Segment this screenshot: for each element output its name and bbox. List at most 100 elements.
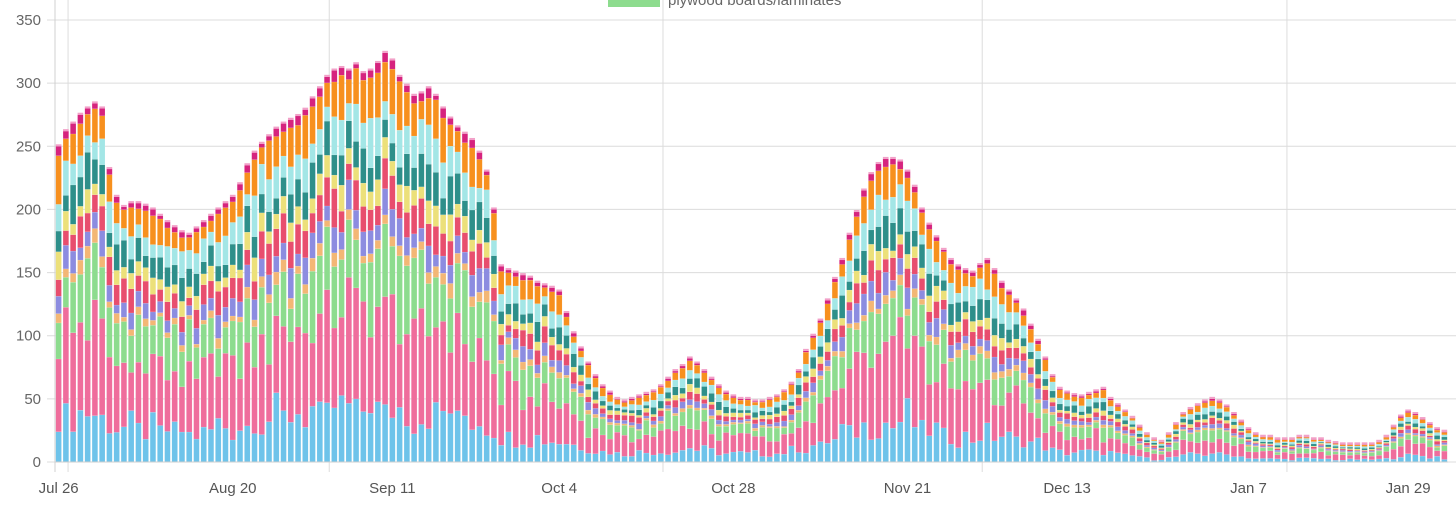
bar-segment-magenta[interactable] bbox=[403, 85, 410, 93]
bar-segment-pink[interactable] bbox=[875, 353, 882, 439]
bar-segment-violet[interactable] bbox=[324, 205, 331, 221]
bar-segment-cyan_light[interactable] bbox=[505, 285, 512, 304]
bar-segment-orange_light[interactable] bbox=[1027, 382, 1034, 388]
bar-segment-yellow[interactable] bbox=[258, 212, 265, 232]
bar-segment-magenta[interactable] bbox=[977, 264, 984, 268]
bar-segment-green[interactable] bbox=[77, 274, 84, 323]
bar-segment-violet[interactable] bbox=[853, 303, 860, 323]
bar-segment-yellow[interactable] bbox=[55, 251, 62, 280]
bar-segment-yellow[interactable] bbox=[1136, 436, 1143, 439]
bar-segment-magenta[interactable] bbox=[744, 398, 751, 401]
bar-segment-orange_light[interactable] bbox=[425, 272, 432, 284]
bar-segment-sky[interactable] bbox=[737, 451, 744, 463]
bar-segment-violet[interactable] bbox=[1289, 448, 1295, 451]
bar-segment-pink[interactable] bbox=[1006, 392, 1013, 432]
bar-segment-teal[interactable] bbox=[1093, 401, 1100, 409]
bar-segment-teal[interactable] bbox=[672, 386, 679, 396]
bar-segment-magenta[interactable] bbox=[1020, 310, 1027, 316]
bar-segment-pink[interactable] bbox=[1303, 453, 1310, 458]
bar-segment-green[interactable] bbox=[926, 340, 933, 385]
bar-segment-orange[interactable] bbox=[425, 98, 432, 125]
bar-segment-magenta[interactable] bbox=[723, 392, 730, 395]
bar-segment-pink[interactable] bbox=[853, 351, 860, 438]
bar-segment-red[interactable] bbox=[991, 346, 998, 358]
bar-segment-pink[interactable] bbox=[512, 380, 519, 448]
bar-segment-magenta[interactable] bbox=[882, 158, 889, 168]
bar-segment-violet[interactable] bbox=[1093, 416, 1100, 421]
bar-segment-teal[interactable] bbox=[1354, 447, 1361, 450]
bar-segment-violet[interactable] bbox=[483, 268, 490, 291]
bar-segment-cyan_light[interactable] bbox=[1035, 350, 1042, 360]
bar-segment-orange_light[interactable] bbox=[984, 350, 991, 359]
bar-segment-magenta[interactable] bbox=[889, 158, 896, 165]
bar-segment-teal[interactable] bbox=[1441, 436, 1448, 440]
bar-segment-magenta[interactable] bbox=[1006, 291, 1013, 295]
legend-swatch-plywood[interactable] bbox=[608, 0, 660, 7]
bar-segment-magenta[interactable] bbox=[309, 98, 316, 107]
bar-segment-pink[interactable] bbox=[824, 396, 831, 444]
bar-segment-orange[interactable] bbox=[193, 231, 200, 254]
bar-segment-cyan_light[interactable] bbox=[403, 125, 410, 155]
bar-segment-magenta[interactable] bbox=[621, 401, 628, 403]
bar-segment-yellow[interactable] bbox=[1426, 433, 1433, 436]
bar-segment-orange_light[interactable] bbox=[672, 413, 679, 416]
bar-segment-cyan_light[interactable] bbox=[1419, 423, 1426, 427]
bar-segment-sky[interactable] bbox=[1035, 437, 1042, 463]
bar-segment-orange_light[interactable] bbox=[1056, 421, 1063, 424]
bar-segment-violet[interactable] bbox=[556, 360, 563, 373]
bar-segment-cyan_light[interactable] bbox=[338, 119, 345, 156]
bar-segment-magenta[interactable] bbox=[781, 391, 788, 393]
bar-segment-yellow[interactable] bbox=[505, 314, 512, 326]
bar-segment-violet[interactable] bbox=[266, 274, 273, 295]
bar-segment-orange[interactable] bbox=[62, 138, 69, 161]
bar-segment-yellow[interactable] bbox=[251, 257, 258, 282]
bar-segment-yellow[interactable] bbox=[984, 317, 991, 330]
bar-segment-yellow[interactable] bbox=[244, 231, 251, 250]
bar-segment-red[interactable] bbox=[1434, 440, 1441, 445]
bar-segment-magenta[interactable] bbox=[1122, 411, 1129, 413]
bar-segment-sky[interactable] bbox=[570, 444, 577, 463]
bar-segment-cyan_light[interactable] bbox=[766, 406, 773, 413]
bar-segment-red[interactable] bbox=[1260, 444, 1266, 446]
bar-segment-magenta[interactable] bbox=[657, 386, 664, 388]
bar-segment-orange[interactable] bbox=[578, 350, 584, 358]
bar-segment-violet[interactable] bbox=[454, 235, 461, 254]
bar-segment-sky[interactable] bbox=[1267, 458, 1274, 463]
bar-segment-orange_light[interactable] bbox=[853, 322, 860, 330]
bar-segment-cyan_light[interactable] bbox=[70, 163, 77, 186]
bar-segment-sky[interactable] bbox=[353, 398, 360, 463]
bar-segment-teal[interactable] bbox=[244, 205, 251, 233]
bar-segment-yellow[interactable] bbox=[723, 413, 730, 417]
bar-segment-green[interactable] bbox=[679, 411, 686, 426]
bar-segment-violet[interactable] bbox=[599, 413, 606, 418]
bar-segment-orange_light[interactable] bbox=[149, 320, 156, 326]
bar-segment-yellow[interactable] bbox=[1064, 410, 1071, 414]
bar-segment-green[interactable] bbox=[1122, 434, 1129, 444]
bar-segment-sky[interactable] bbox=[1013, 436, 1020, 463]
bar-segment-cyan_light[interactable] bbox=[1049, 381, 1056, 392]
bar-segment-pink[interactable] bbox=[933, 381, 940, 423]
bar-segment-violet[interactable] bbox=[933, 318, 940, 338]
bar-segment-orange[interactable] bbox=[715, 387, 722, 395]
bar-segment-green[interactable] bbox=[403, 265, 410, 335]
bar-segment-sky[interactable] bbox=[984, 422, 991, 463]
bar-segment-teal[interactable] bbox=[1325, 444, 1332, 448]
bar-segment-yellow[interactable] bbox=[860, 274, 867, 283]
bar-segment-green[interactable] bbox=[1216, 429, 1223, 440]
bar-segment-orange_light[interactable] bbox=[715, 424, 722, 427]
bar-segment-green[interactable] bbox=[208, 317, 214, 354]
bar-segment-teal[interactable] bbox=[178, 277, 185, 302]
bar-segment-orange[interactable] bbox=[984, 263, 991, 290]
bar-segment-pink[interactable] bbox=[135, 362, 142, 424]
bar-segment-pink[interactable] bbox=[280, 326, 287, 411]
bar-segment-pink[interactable] bbox=[672, 430, 679, 453]
bar-segment-teal[interactable] bbox=[636, 409, 643, 416]
bar-segment-magenta[interactable] bbox=[498, 266, 505, 272]
bar-segment-pink[interactable] bbox=[178, 386, 185, 433]
bar-segment-cyan_light[interactable] bbox=[157, 245, 164, 258]
bar-segment-yellow[interactable] bbox=[113, 270, 120, 285]
bar-segment-orange_light[interactable] bbox=[628, 425, 635, 428]
bar-segment-orange[interactable] bbox=[512, 276, 519, 287]
bar-segment-magenta[interactable] bbox=[1397, 416, 1404, 419]
bar-segment-green[interactable] bbox=[759, 427, 766, 437]
